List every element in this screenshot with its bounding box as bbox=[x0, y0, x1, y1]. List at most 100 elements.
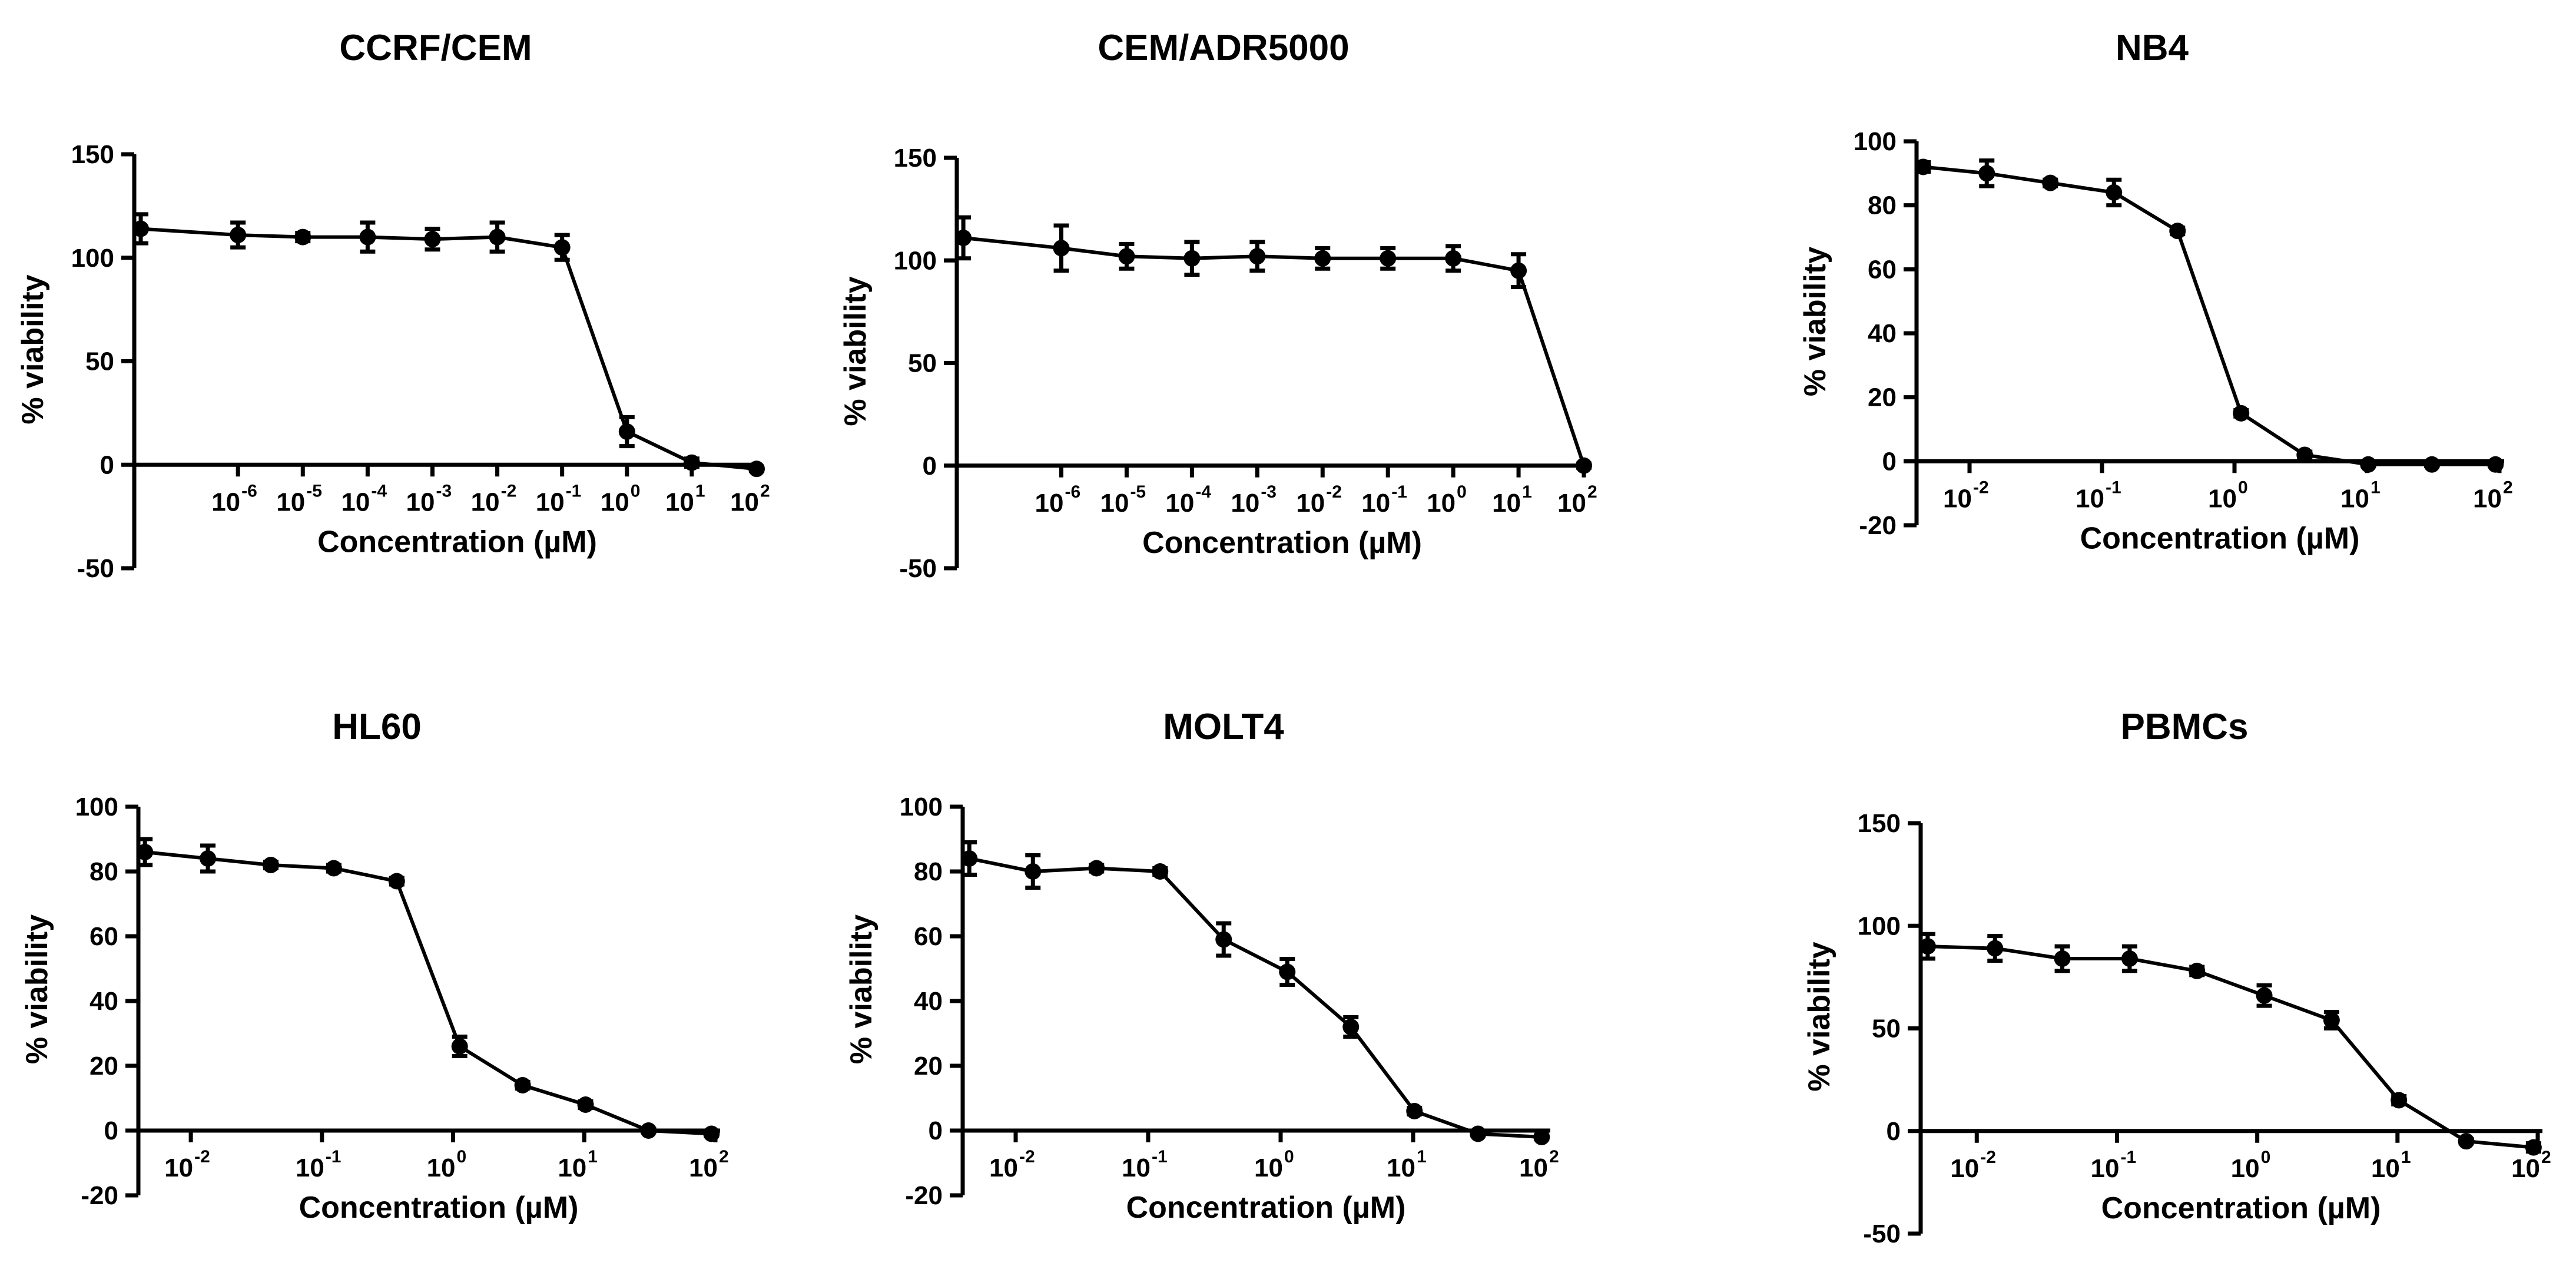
x-tick-exponent: 1 bbox=[2401, 1148, 2411, 1167]
x-tick-label: 10 bbox=[1950, 1154, 1979, 1183]
x-tick-exponent: 0 bbox=[2238, 478, 2248, 497]
x-tick-label: 10 bbox=[989, 1154, 1018, 1182]
data-point bbox=[2189, 962, 2206, 979]
x-tick-exponent: 2 bbox=[719, 1147, 729, 1166]
y-tick-label: 150 bbox=[71, 140, 114, 169]
data-point bbox=[2391, 1092, 2408, 1109]
data-point bbox=[2121, 950, 2138, 967]
data-point bbox=[2296, 446, 2313, 463]
x-tick-label: 10 bbox=[689, 1154, 718, 1182]
data-point bbox=[683, 454, 700, 471]
x-tick-exponent: -2 bbox=[501, 481, 517, 501]
data-point bbox=[2106, 184, 2123, 201]
data-point bbox=[1380, 250, 1397, 267]
y-tick-label: 0 bbox=[1887, 1117, 1901, 1146]
x-tick-label: 10 bbox=[427, 1154, 456, 1182]
x-tick-label: 10 bbox=[1035, 489, 1064, 518]
x-tick-label: 10 bbox=[341, 488, 370, 516]
y-tick-label: 40 bbox=[914, 987, 943, 1016]
chart-title: HL60 bbox=[332, 707, 422, 747]
x-tick-label: 10 bbox=[601, 488, 629, 516]
x-tick-label: 10 bbox=[406, 488, 435, 516]
x-tick-exponent: -1 bbox=[2106, 478, 2121, 497]
x-tick-label: 10 bbox=[2091, 1154, 2120, 1183]
x-tick-label: 10 bbox=[558, 1154, 586, 1182]
x-tick-label: 10 bbox=[471, 488, 500, 516]
y-tick-label: -20 bbox=[1859, 511, 1897, 540]
data-point bbox=[1118, 248, 1135, 265]
x-tick-exponent: -6 bbox=[1065, 482, 1081, 502]
x-tick-exponent: -1 bbox=[1152, 1147, 1168, 1166]
x-axis-label: Concentration (µM) bbox=[1142, 526, 1422, 560]
y-tick-label: -20 bbox=[81, 1181, 118, 1210]
y-tick-label: 20 bbox=[1868, 383, 1897, 412]
y-tick-label: 0 bbox=[929, 1116, 943, 1145]
x-tick-exponent: 2 bbox=[2503, 478, 2513, 497]
y-axis-label: % viability bbox=[838, 276, 873, 426]
chart-title: CCRF/CEM bbox=[339, 28, 532, 68]
data-point bbox=[1987, 940, 2004, 957]
x-tick-exponent: 2 bbox=[2541, 1148, 2551, 1167]
x-tick-exponent: 0 bbox=[631, 481, 641, 501]
data-point bbox=[262, 857, 279, 873]
x-tick-label: 10 bbox=[296, 1154, 324, 1182]
data-point bbox=[1025, 863, 1042, 880]
data-point bbox=[2360, 456, 2377, 473]
y-tick-label: 40 bbox=[89, 987, 118, 1016]
x-tick-exponent: -1 bbox=[2120, 1148, 2136, 1167]
data-point bbox=[137, 844, 154, 860]
data-point bbox=[132, 220, 150, 237]
x-tick-label: 10 bbox=[1557, 489, 1586, 518]
y-tick-label: -50 bbox=[77, 554, 114, 583]
y-tick-label: 50 bbox=[1872, 1015, 1901, 1043]
data-point bbox=[1445, 250, 1462, 267]
y-tick-label: -50 bbox=[899, 554, 937, 583]
x-tick-label: 10 bbox=[2076, 484, 2104, 513]
y-tick-label: -20 bbox=[905, 1181, 943, 1210]
x-tick-exponent: -4 bbox=[371, 481, 387, 501]
y-axis-label: % viability bbox=[20, 914, 54, 1064]
x-tick-exponent: -5 bbox=[1130, 482, 1146, 502]
data-point bbox=[748, 460, 765, 478]
data-point bbox=[200, 850, 217, 867]
data-point bbox=[514, 1077, 531, 1093]
data-point bbox=[1053, 240, 1070, 257]
y-tick-label: 20 bbox=[89, 1052, 118, 1081]
x-tick-label: 10 bbox=[2340, 484, 2369, 513]
y-tick-label: 80 bbox=[89, 857, 118, 886]
x-tick-label: 10 bbox=[1519, 1154, 1548, 1182]
data-point bbox=[2256, 987, 2273, 1004]
y-tick-label: 60 bbox=[1868, 255, 1897, 284]
y-tick-label: 100 bbox=[75, 793, 118, 821]
data-point bbox=[2323, 1012, 2340, 1029]
data-point bbox=[2169, 223, 2186, 240]
chart-title: NB4 bbox=[2116, 28, 2189, 68]
y-tick-label: 0 bbox=[104, 1116, 118, 1145]
x-tick-label: 10 bbox=[1427, 489, 1456, 518]
data-point bbox=[1978, 165, 1995, 182]
x-tick-label: 10 bbox=[665, 488, 694, 516]
data-point bbox=[1152, 863, 1169, 880]
data-point bbox=[1215, 931, 1232, 948]
x-tick-label: 10 bbox=[2511, 1154, 2540, 1183]
data-point bbox=[1279, 963, 1296, 980]
x-tick-exponent: -2 bbox=[1326, 482, 1342, 502]
data-point bbox=[1915, 158, 1932, 175]
data-point bbox=[955, 229, 972, 246]
y-tick-label: 100 bbox=[1854, 127, 1897, 156]
x-axis-label: Concentration (µM) bbox=[299, 1191, 579, 1225]
chart-title: CEM/ADR5000 bbox=[1098, 28, 1349, 68]
series-line bbox=[969, 857, 1542, 1139]
data-point bbox=[1183, 250, 1201, 267]
data-point bbox=[325, 860, 342, 877]
data-point bbox=[1088, 860, 1105, 877]
data-point bbox=[703, 1125, 720, 1142]
x-tick-label: 10 bbox=[730, 488, 759, 516]
x-tick-exponent: 2 bbox=[1549, 1147, 1559, 1166]
y-axis-label: % viability bbox=[844, 914, 878, 1064]
x-tick-exponent: -1 bbox=[1391, 482, 1407, 502]
x-tick-exponent: -2 bbox=[1980, 1148, 1996, 1167]
x-tick-label: 10 bbox=[1361, 489, 1390, 518]
y-tick-label: 50 bbox=[85, 347, 114, 376]
